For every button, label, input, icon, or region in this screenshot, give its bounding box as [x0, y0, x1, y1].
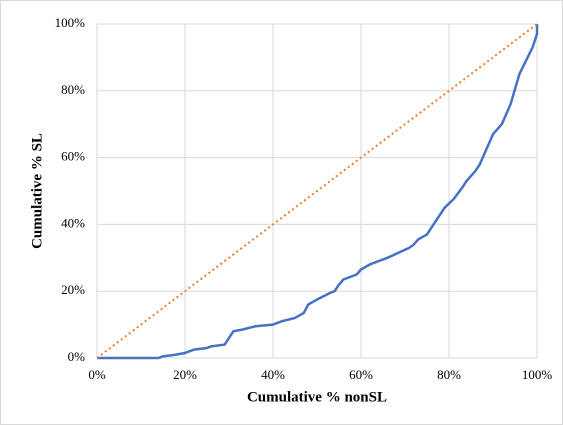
y-tick-label: 0% [68, 349, 86, 364]
x-tick-label: 20% [173, 367, 197, 382]
line-series [97, 24, 539, 360]
x-tick-label: 100% [522, 367, 553, 382]
y-tick-label: 100% [55, 15, 86, 30]
y-tick-label: 80% [61, 82, 85, 97]
line-series [96, 23, 538, 359]
x-tick-label: 40% [261, 367, 285, 382]
x-tick-label: 60% [349, 367, 373, 382]
y-tick-label: 40% [61, 215, 85, 230]
y-axis-title: Cumulative % SL [29, 133, 45, 249]
x-tick-label: 80% [437, 367, 461, 382]
x-axis-title: Cumulative % nonSL [247, 389, 387, 405]
x-tick-label: 0% [88, 367, 106, 382]
y-tick-label: 20% [61, 282, 85, 297]
y-tick-label: 60% [61, 149, 85, 164]
